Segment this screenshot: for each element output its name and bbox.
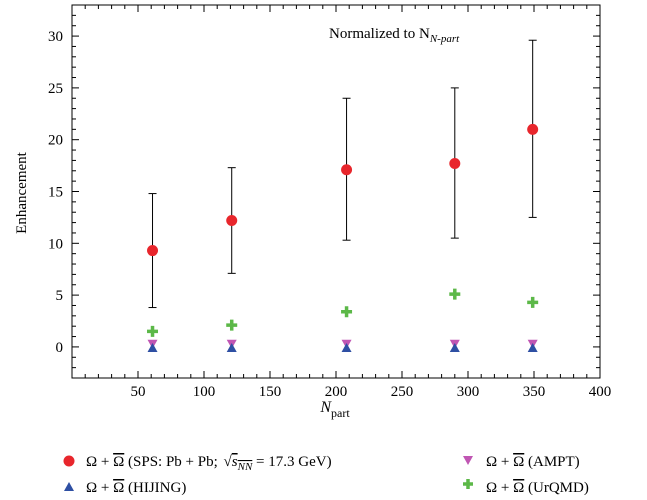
data-point-sps	[527, 123, 539, 135]
legend-marker-ampt	[463, 456, 473, 465]
y-tick-label: 0	[56, 340, 64, 356]
legend-item-ampt: Ω + Ω (AMPT)	[463, 454, 580, 470]
data-point-sps	[226, 215, 238, 227]
legend-marker-hijing	[64, 482, 74, 491]
x-tick-label: 350	[523, 384, 546, 400]
data-point-sps	[147, 245, 159, 257]
x-tick-label: 400	[589, 384, 612, 400]
data-point-urqmd	[341, 306, 353, 318]
y-axis-label: Enhancement	[14, 151, 30, 233]
x-tick-label: 150	[259, 384, 282, 400]
y-tick-label: 10	[48, 236, 63, 252]
legend-item-urqmd: Ω + Ω (UrQMD)	[463, 479, 589, 496]
data-point-urqmd	[147, 325, 159, 337]
x-tick-label: 50	[131, 384, 146, 400]
annotation: Normalized to NN-part	[329, 26, 460, 45]
legend: Ω + Ω (SPS: Pb + Pb; √sNN = 17.3 GeV) Ω …	[63, 454, 589, 496]
data-point-sps	[449, 158, 461, 170]
data-point-hijing	[341, 342, 352, 352]
x-axis-label-subscript: part	[331, 406, 350, 420]
x-tick-label: 250	[391, 384, 414, 400]
data-point-hijing	[449, 342, 460, 352]
svg-text:Ω + Ω (SPS: Pb + Pb; √sNN = 17: Ω + Ω (SPS: Pb + Pb; √sNN = 17.3 GeV)	[86, 454, 332, 473]
annotation-subscript: N-part	[429, 33, 460, 45]
svg-text:Ω + Ω (HIJING): Ω + Ω (HIJING)	[86, 480, 186, 496]
legend-marker-urqmd	[463, 479, 473, 489]
data-point-hijing	[527, 342, 538, 352]
svg-text:Ω + Ω (AMPT): Ω + Ω (AMPT)	[486, 454, 580, 470]
y-tick-label: 25	[48, 81, 63, 97]
svg-text:Ω + Ω (UrQMD): Ω + Ω (UrQMD)	[486, 480, 589, 496]
x-axis-label: Npart	[319, 399, 350, 420]
x-tick-label: 300	[457, 384, 480, 400]
data-point-hijing	[226, 342, 237, 352]
data-point-urqmd	[449, 288, 461, 300]
data-point-urqmd	[226, 319, 238, 331]
plot-area: 50 100 150 200 250 300 350 400 0 5 10 15 20 25 30	[48, 4, 612, 400]
y-tick-label: 5	[56, 288, 64, 304]
y-tick-label: 30	[48, 29, 63, 45]
y-tick-label: 15	[48, 185, 63, 201]
legend-item-hijing: Ω + Ω (HIJING)	[64, 480, 186, 496]
data-point-sps	[341, 164, 353, 176]
data-point-hijing	[147, 342, 158, 352]
legend-marker-sps	[63, 455, 75, 467]
data-point-urqmd	[527, 296, 539, 308]
plot-frame	[71, 4, 601, 379]
x-tick-label: 100	[193, 384, 216, 400]
x-tick-label: 200	[325, 384, 348, 400]
legend-item-sps: Ω + Ω (SPS: Pb + Pb; √sNN = 17.3 GeV)	[63, 454, 332, 473]
y-tick-label: 20	[48, 133, 63, 149]
